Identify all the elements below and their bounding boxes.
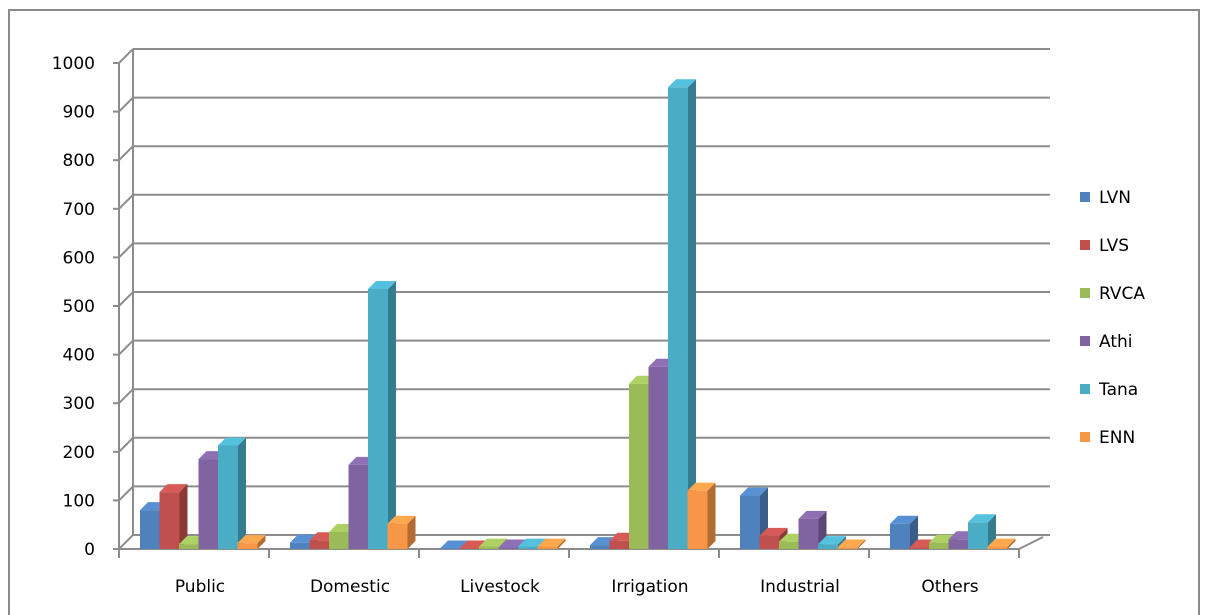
y-tick-label: 1000 <box>52 54 95 74</box>
legend-label: RVCA <box>1099 284 1145 304</box>
legend-swatch <box>1080 192 1090 202</box>
gridline-side <box>118 242 134 259</box>
bar-enn-domestic <box>387 515 416 549</box>
y-tick-label: 800 <box>63 151 95 171</box>
category-label: Irrigation <box>611 577 688 597</box>
gridline-side <box>118 291 134 307</box>
legend-swatch <box>1080 240 1090 250</box>
gridline-side <box>118 96 134 113</box>
legend-swatch <box>1080 432 1090 442</box>
gridline-side <box>118 145 134 161</box>
category-label: Public <box>175 577 225 597</box>
y-tick-labels: 0 100 200 300 400 500 600 700 800 900 1000 <box>52 54 95 560</box>
legend-item-athi: Athi <box>1080 332 1133 352</box>
chart-frame <box>8 9 1200 615</box>
bar-tana-others <box>968 514 996 549</box>
gridline-side <box>118 339 134 356</box>
category-label: Industrial <box>760 577 840 597</box>
legend-label: LVS <box>1099 236 1129 256</box>
gridline-side <box>118 48 134 64</box>
y-tick-label: 100 <box>63 491 95 511</box>
y-tick-label: 500 <box>63 297 95 317</box>
bar-enn-industrial <box>837 539 866 549</box>
legend-item-lvs: LVS <box>1080 236 1129 256</box>
category-label: Others <box>921 577 978 597</box>
y-tick-label: 700 <box>63 200 95 220</box>
gridline-side <box>118 388 134 404</box>
legend-label: Tana <box>1098 380 1138 400</box>
legend-item-enn: ENN <box>1080 428 1135 448</box>
bar-lvs-public <box>159 484 188 549</box>
legend-swatch <box>1080 288 1090 298</box>
bar-tana-irrigation <box>668 79 696 550</box>
bar-tana-domestic <box>368 280 396 549</box>
gridline-side <box>118 194 134 210</box>
y-tick-label: 900 <box>63 103 95 123</box>
gridline-side <box>118 485 134 502</box>
category-label: Domestic <box>310 577 390 597</box>
legend-swatch <box>1080 336 1090 346</box>
legend-item-tana: Tana <box>1080 380 1138 400</box>
category-label: Livestock <box>460 577 540 597</box>
bar-tana-public <box>218 437 246 549</box>
gridline-side <box>118 534 134 550</box>
bar-enn-irrigation <box>687 482 716 549</box>
y-tick-label: 200 <box>63 443 95 463</box>
legend-label: ENN <box>1099 428 1135 448</box>
y-tick-label: 300 <box>63 394 95 414</box>
floor-edge <box>1018 536 1044 550</box>
category-labels: Public Domestic Livestock Irrigation Industr… <box>175 577 979 597</box>
bar-lvn-others <box>890 515 918 549</box>
y-tick-label: 0 <box>84 540 95 560</box>
legend-item-rvca: RVCA <box>1080 284 1145 304</box>
legend: LVN LVS RVCA Athi Tana ENN <box>1080 188 1145 448</box>
legend-label: LVN <box>1099 188 1131 208</box>
y-tick-label: 600 <box>63 248 95 268</box>
bar-enn-others <box>987 538 1016 549</box>
bar-enn-public <box>237 535 266 549</box>
bar-enn-livestock <box>537 538 566 549</box>
bars <box>140 79 1016 550</box>
gridline-side <box>118 437 134 453</box>
legend-swatch <box>1080 384 1090 394</box>
y-tick-label: 400 <box>63 346 95 366</box>
legend-item-lvn: LVN <box>1080 188 1131 208</box>
gridlines <box>118 48 1050 550</box>
bar-athi-industrial <box>798 510 827 549</box>
legend-label: Athi <box>1099 332 1133 352</box>
axes <box>113 49 1044 558</box>
